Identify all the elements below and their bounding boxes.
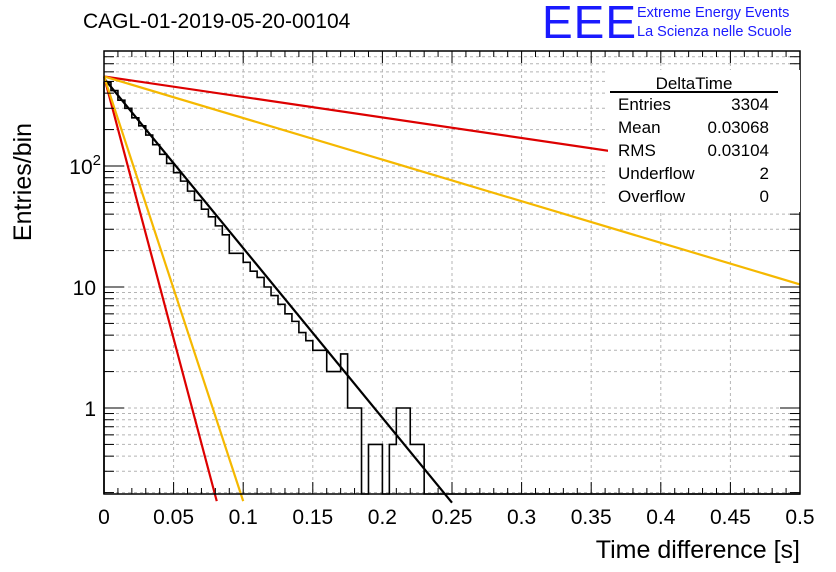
histogram-bin: [278, 304, 285, 494]
logo-line-2: La Scienza nelle Scuole: [637, 24, 792, 40]
histogram-bin: [181, 181, 188, 494]
x-tick-label: 0: [98, 506, 110, 529]
x-tick-label: 0.4: [646, 506, 676, 529]
histogram-bin: [194, 200, 201, 494]
x-axis-label: Time difference [s]: [596, 536, 800, 564]
y-tick-label: 10: [73, 277, 96, 300]
y-axis-label: Entries/bin: [9, 123, 37, 241]
histogram-bin: [271, 296, 278, 494]
histogram-bin: [334, 372, 341, 494]
histogram-bin: [236, 253, 243, 494]
x-tick-label: 0.45: [710, 506, 751, 529]
chart-title: CAGL-01-2019-05-20-00104: [83, 10, 351, 33]
histogram-bin: [396, 408, 403, 494]
histogram-bin: [139, 126, 146, 494]
y-tick-labels: 1 10 102: [69, 152, 101, 421]
stats-label: Underflow: [618, 164, 695, 183]
histogram-bin: [153, 145, 160, 494]
stats-value: 3304: [731, 95, 769, 114]
histogram-bin: [375, 444, 382, 494]
histogram-bin: [368, 444, 375, 494]
stats-label: Mean: [618, 118, 661, 137]
grid-lines: [104, 51, 800, 494]
histogram-bin: [417, 444, 424, 494]
stats-value: 0: [760, 187, 769, 206]
histogram-bin: [146, 135, 153, 494]
stats-value: 0.03104: [708, 141, 769, 160]
x-tick-label: 0.15: [292, 506, 333, 529]
logo-line-1: Extreme Energy Events: [637, 5, 790, 21]
x-tick-label: 0.35: [571, 506, 612, 529]
fit-line: [102, 76, 245, 502]
x-tick-label: 0.25: [432, 506, 473, 529]
x-tick-labels: 0 0.05 0.1 0.15 0.2 0.25 0.3 0.35 0.4 0.45 0.5: [98, 506, 814, 529]
plot-frame: [103, 50, 801, 495]
stats-label: RMS: [618, 141, 656, 160]
histogram-bin: [348, 408, 355, 494]
x-tick-label: 0.2: [368, 506, 397, 529]
histogram-bin: [285, 314, 292, 494]
stats-box: DeltaTime Entries 3304 Mean 0.03068 RMS 0.031…: [608, 70, 800, 212]
logo-mark: EEE: [542, 0, 638, 48]
histogram-bin: [215, 226, 222, 494]
histogram-bin: [208, 217, 215, 494]
histogram-bin: [327, 372, 334, 494]
fit-line: [102, 76, 218, 502]
fit-line: [103, 75, 801, 286]
histogram-bin: [243, 262, 250, 494]
histogram-bin: [264, 287, 271, 494]
stats-value: 0.03068: [708, 118, 769, 137]
x-tick-label: 0.05: [153, 506, 194, 529]
stats-label: Entries: [618, 95, 671, 114]
stats-title: DeltaTime: [656, 74, 733, 93]
y-tick-label: 1: [84, 398, 96, 421]
x-tick-label: 0.1: [229, 506, 258, 529]
histogram-bin: [104, 82, 111, 494]
x-tick-label: 0.3: [507, 506, 536, 529]
fit-line: [103, 77, 453, 504]
histogram-bin: [250, 271, 257, 494]
stats-value: 2: [760, 164, 769, 183]
histogram-bin: [355, 408, 362, 494]
histogram-bin: [229, 253, 236, 494]
y-tick-label: 102: [69, 152, 101, 179]
stats-label: Overflow: [618, 187, 686, 206]
histogram-bin: [257, 277, 264, 494]
histogram-bin: [160, 154, 167, 494]
histogram-bin: [389, 444, 396, 494]
x-tick-label: 0.5: [785, 506, 814, 529]
histogram-bin: [174, 173, 181, 494]
